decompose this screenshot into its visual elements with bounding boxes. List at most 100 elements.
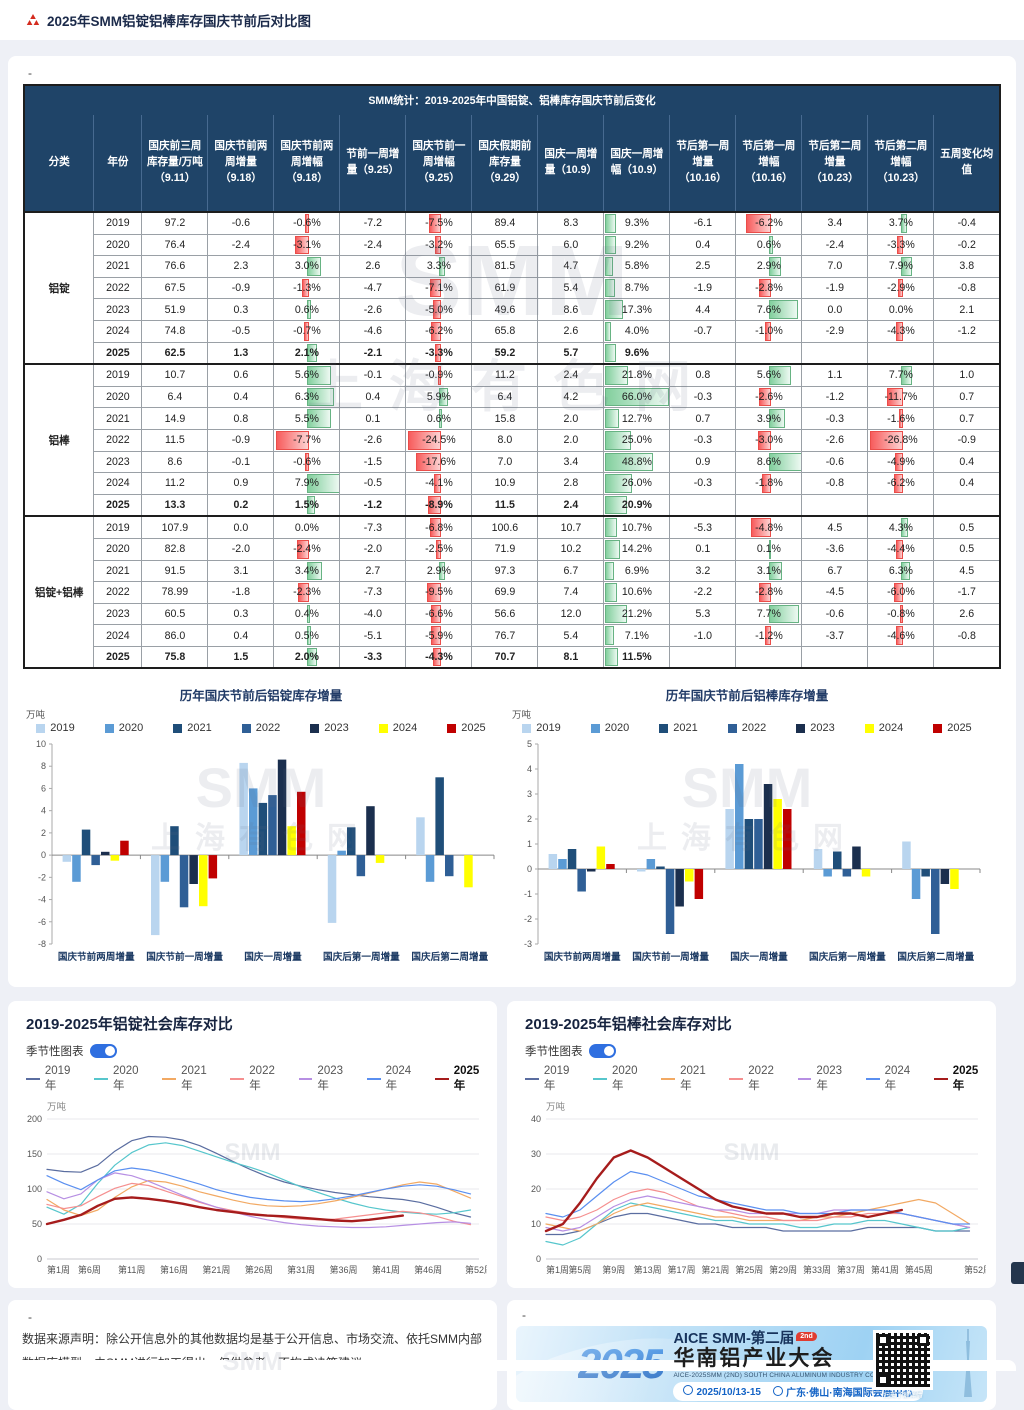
value-cell: -0.3 [801,407,869,430]
legend-item[interactable]: 2019年 [525,1065,578,1093]
value-cell: 7.9% [867,255,935,278]
value-cell: 7.0 [801,255,869,278]
legend-label: 2025 [461,722,486,735]
value-cell: 12.7% [603,407,671,430]
value-cell: 20.9% [603,493,671,517]
value-cell: 5.4 [537,624,605,647]
legend-item[interactable]: 2020年 [593,1065,646,1093]
stats-table-wrap: SMM统计：2019-2025年中国铝锭、铝棒库存国庆节前后变化 分类 年份 国庆前三… [22,84,1002,670]
value-cell: 3.0% [273,255,341,278]
value-cell: 4.7 [537,255,605,278]
side-floating-widget[interactable] [1011,1262,1024,1284]
year-cell: 2021 [93,559,143,583]
value-cell: 78.99 [141,581,209,604]
qr-code[interactable] [873,1330,933,1391]
legend-dash [162,1078,177,1081]
legend-item[interactable]: 2023年 [298,1065,352,1093]
value-cell: 5.9% [405,385,473,409]
ingot-bar-chart: 历年国庆节前后铝锭库存增量 万吨 2019 2020 2021 2022 2023 202… [22,685,500,973]
legend-item[interactable]: 2025年 [933,1065,987,1093]
svg-text:-2: -2 [38,873,46,883]
value-cell: 3.1 [207,559,275,583]
svg-text:第9周: 第9周 [602,1264,625,1275]
legend-label: 2022年 [249,1065,275,1093]
dash-mark: - [522,1308,526,1323]
value-cell: 6.3% [867,559,935,583]
value-cell: 56.6 [471,602,539,626]
legend-label: 2019年 [543,1065,570,1093]
legend-item[interactable]: 2020年 [94,1065,147,1093]
legend-item[interactable]: 2022 [727,722,766,734]
svg-text:-6: -6 [38,917,46,927]
table-column-header: 五周变化均值 [933,114,1001,213]
value-cell: -3.3% [867,233,935,257]
legend-item[interactable]: 2023 [310,722,349,734]
legend-item[interactable]: 2024年 [366,1065,420,1093]
legend-item[interactable]: 2025 [933,722,972,734]
value-cell: -1.6% [867,407,935,430]
ingot-bar-chart-plot: 10 8 6 4 2 0 -2 -4 -6 -8 国庆节前两周增量 国庆节前一周增量 国庆一周增量 国庆后… [36,739,495,963]
legend-item[interactable]: 2021 [173,722,212,734]
legend-item[interactable]: 2021 [659,722,698,734]
billet-bar-chart-unit: 万吨 [512,710,532,722]
legend-item[interactable]: 2022年 [729,1065,782,1093]
legend-item[interactable]: 2024年 [865,1065,919,1093]
legend-item[interactable]: 2024 [864,722,903,734]
legend-item[interactable]: 2021年 [661,1065,714,1093]
legend-dash [26,1078,40,1081]
svg-text:国庆节前两周增量: 国庆节前两周增量 [58,951,135,963]
legend-item[interactable]: 2019 [36,722,75,734]
value-cell: 97.3 [471,559,539,583]
legend-item[interactable]: 2019 [522,722,561,734]
value-cell: 2.1% [273,341,341,365]
value-cell: 4.5 [801,515,869,539]
ingot-line-card: 2019-2025年铝锭社会库存对比 季节性图表 2019年 2020年 2021年… [8,1001,497,1289]
table-row: 2022 11.5 -0.9 -7.7% -2.6 -24.5% 8.0 2.0 25.0% -0… [24,428,1001,452]
value-cell: -2.9 [801,319,869,343]
value-cell: -0.5 [339,472,407,495]
legend-item[interactable]: 2020 [104,722,143,734]
legend-label: 2024年 [884,1065,911,1093]
value-cell: 8.6 [141,450,209,474]
billet-bar-chart-legend: 2019 2020 2021 2022 2023 2024 2025 [508,722,986,734]
table-column-header: 国庆前三周库存量/万吨（9.11） [141,114,209,213]
legend-item[interactable]: 2019年 [26,1065,79,1093]
value-cell: -2.6 [801,428,869,452]
value-cell: 2.4 [537,493,605,517]
legend-item[interactable]: 2022年 [230,1065,283,1093]
svg-text:8: 8 [41,762,46,772]
legend-item[interactable]: 2021年 [162,1065,215,1093]
legend-item[interactable]: 2020 [590,722,629,734]
value-cell: -8.9% [405,493,473,517]
table-row: 2021 91.5 3.1 3.4% 2.7 2.9% 97.3 6.7 6.9% 3.2 3.1%… [24,559,1001,583]
legend-swatch [104,723,114,733]
legend-item[interactable]: 2022 [241,722,280,734]
legend-item[interactable]: 2024 [378,722,417,734]
value-cell: -0.9 [207,428,275,452]
legend-item[interactable]: 2025 [447,722,486,735]
table-row: 2024 74.8 -0.5 -0.7% -4.6 -6.2% 65.8 2.6 4.0% -0.… [24,319,1001,343]
value-cell: 0.4 [669,233,737,257]
svg-text:20: 20 [531,1184,541,1194]
legend-swatch [522,723,532,733]
legend-label: 2022年 [748,1065,774,1093]
value-cell: -0.6 [801,602,869,626]
value-cell: 7.0 [471,450,539,474]
seasonal-toggle[interactable] [588,1044,616,1059]
legend-item[interactable]: 2023年 [797,1065,851,1093]
legend-item[interactable]: 2023 [796,722,835,734]
value-cell: 0.1% [735,537,803,561]
year-cell: 2020 [93,385,143,409]
value-cell: -7.5% [405,210,473,235]
disclaimer-card: - 数据来源声明：除公开信息外的其他数据均是基于公开信息、市场交流、依托SMM内… [8,1300,497,1410]
svg-text:国庆一周增量: 国庆一周增量 [244,951,302,963]
legend-item[interactable]: 2025年 [434,1065,488,1093]
table-column-header: 国庆节前两周增幅（9.18） [273,114,341,213]
table-column-header: 节后第一周增幅（10.16） [735,114,803,213]
seasonal-toggle[interactable] [89,1044,117,1059]
table-column-header: 国庆假期前库存量（9.29） [471,114,539,213]
value-cell: 4.0% [603,319,671,343]
value-cell: -4.9% [867,450,935,474]
svg-text:0: 0 [41,851,46,861]
